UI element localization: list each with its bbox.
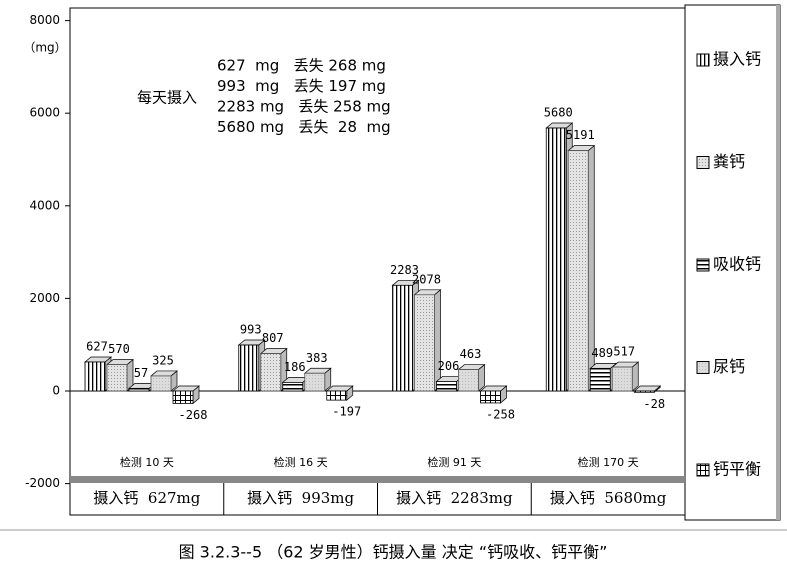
value-label: -258 (486, 407, 515, 421)
value-label: 383 (306, 351, 328, 365)
bar (326, 390, 348, 401)
legend-swatch (696, 463, 710, 477)
bar (436, 381, 457, 392)
bar (589, 367, 611, 392)
bar (150, 375, 172, 392)
legend-swatch (696, 258, 710, 272)
y-tick-label: 6000 (29, 106, 60, 120)
value-label: -197 (332, 405, 361, 419)
bar (106, 364, 128, 392)
value-label: 489 (591, 346, 613, 360)
annotation-line: 993 mg 丢失 197 mg (217, 77, 386, 95)
category-label: 检测 16 天 (274, 455, 328, 469)
value-label: 325 (152, 353, 174, 367)
y-tick-label: 8000 (29, 13, 60, 27)
legend-swatch (696, 156, 710, 169)
value-label: 206 (438, 359, 460, 373)
legend-swatch (696, 361, 710, 374)
annotation-line: 2283 mg 丢失 258 mg (217, 98, 391, 116)
bar (567, 150, 589, 392)
bar (128, 387, 150, 392)
y-tick-label: -2000 (25, 476, 60, 490)
annotation-line: 627 mg 丢失 268 mg (217, 57, 386, 75)
bar-side (434, 289, 441, 392)
floor (70, 476, 685, 483)
bar (414, 294, 435, 392)
value-label: 463 (460, 347, 482, 361)
bar (304, 372, 326, 392)
bar (392, 284, 413, 392)
bar (458, 369, 479, 392)
value-label: -268 (179, 408, 208, 422)
bar (633, 390, 655, 393)
value-label: 993 (240, 323, 262, 337)
bar (480, 390, 501, 404)
value-label: 627 (86, 339, 108, 353)
legend-label: 粪钙 (713, 152, 745, 171)
intake-label: 摄入钙 5680mg (550, 489, 667, 507)
legend-label: 吸收钙 (713, 255, 761, 274)
category-label: 检测 10 天 (120, 455, 174, 469)
value-label: 186 (284, 360, 306, 374)
bar (282, 381, 304, 392)
legend-label: 摄入钙 (713, 50, 761, 69)
value-label: 807 (262, 331, 284, 345)
legend-label: 钙平衡 (713, 460, 761, 479)
value-label: 5191 (566, 128, 595, 142)
y-unit: （mg） (23, 41, 66, 55)
value-label: -28 (643, 397, 665, 411)
value-label: 517 (613, 345, 635, 359)
caption: 图 3.2.3--5 （62 岁男性）钙摄入量 决定 “钙吸收、钙平衡” (179, 543, 608, 562)
y-tick-label: 2000 (29, 291, 60, 305)
legend-shadow (776, 5, 780, 520)
y-tick-label: 4000 (29, 198, 60, 212)
intake-label: 摄入钙 993mg (247, 489, 354, 507)
value-label: 5680 (544, 106, 573, 120)
bar (172, 390, 194, 404)
value-label: 570 (108, 342, 130, 356)
bar (611, 366, 633, 392)
bar (260, 353, 282, 392)
category-label: 检测 170 天 (578, 455, 639, 469)
category-label: 检测 91 天 (427, 455, 481, 469)
value-label: 57 (134, 366, 148, 380)
legend-label: 尿钙 (713, 357, 745, 376)
intake-label: 摄入钙 2283mg (396, 489, 513, 507)
value-label: 2078 (412, 272, 441, 286)
bar (545, 127, 567, 392)
bar (238, 344, 260, 392)
value-label: 2283 (390, 263, 419, 277)
bar (84, 361, 106, 392)
intake-label: 摄入钙 627mg (93, 489, 200, 507)
annotation-label: 每天摄入 (137, 89, 197, 107)
annotation-line: 5680 mg 丢失 28 mg (217, 118, 391, 136)
legend-swatch (696, 53, 710, 67)
y-tick-label: 0 (52, 384, 60, 398)
